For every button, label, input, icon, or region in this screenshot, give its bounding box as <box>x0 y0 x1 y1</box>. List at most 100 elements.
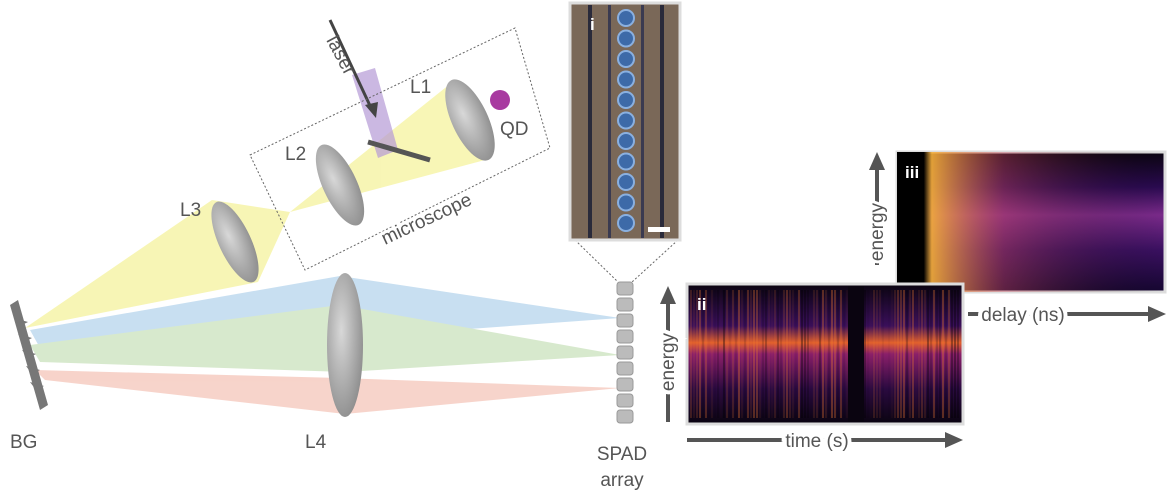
panel-i: i <box>570 3 680 240</box>
stripe <box>921 290 923 418</box>
stripe <box>837 290 839 418</box>
pixel <box>618 174 634 190</box>
stripe <box>786 290 788 418</box>
stripe <box>873 290 875 418</box>
stripe <box>924 290 926 418</box>
stripe <box>948 290 950 418</box>
axis-label: energy <box>658 332 679 391</box>
stripe <box>909 290 911 418</box>
stripe <box>957 290 959 418</box>
stripe <box>759 290 761 418</box>
stripe <box>843 290 845 418</box>
stripe <box>903 290 905 418</box>
stripe <box>756 290 758 418</box>
pixel <box>618 92 634 108</box>
stripe <box>927 290 929 418</box>
stripe <box>876 290 878 418</box>
label: SPAD <box>597 444 647 465</box>
spad-array <box>617 282 633 423</box>
stripe <box>720 290 722 418</box>
stripe <box>741 290 743 418</box>
label: array <box>600 470 644 491</box>
pixel <box>618 10 634 26</box>
stripe <box>939 290 941 418</box>
stripe <box>708 290 710 418</box>
stripe <box>801 290 803 418</box>
label: L4 <box>305 432 327 453</box>
stripe <box>936 290 938 418</box>
arrowhead <box>1148 306 1166 322</box>
pixel <box>618 154 634 170</box>
pixel <box>618 133 634 149</box>
stripe <box>768 290 770 418</box>
label: QD <box>500 119 529 140</box>
stripe <box>933 290 935 418</box>
stripe <box>945 290 947 418</box>
stripe <box>906 290 908 418</box>
stripe <box>822 290 824 418</box>
beams <box>25 80 620 414</box>
label: L3 <box>180 200 201 221</box>
panel-ii: ii energy time (s) <box>658 284 963 452</box>
stripe <box>834 290 836 418</box>
stripe <box>765 290 767 418</box>
stripe <box>915 290 917 418</box>
stripe <box>819 290 821 418</box>
stripe <box>729 290 731 418</box>
stripe <box>816 290 818 418</box>
pixel <box>618 195 634 211</box>
stripe <box>783 290 785 418</box>
stripe <box>930 290 932 418</box>
arrowhead <box>660 286 676 304</box>
stripe <box>753 290 755 418</box>
stripe <box>900 290 902 418</box>
lens <box>327 273 363 417</box>
stripe <box>825 290 827 418</box>
label: L1 <box>410 77 431 98</box>
stripe <box>732 290 734 418</box>
stripe <box>897 290 899 418</box>
stripe <box>795 290 797 418</box>
zoom-line <box>632 240 678 282</box>
diagram: i iii energy delay (ns) ii energy time (… <box>0 0 1169 494</box>
stripe <box>918 290 920 418</box>
stripe <box>891 290 893 418</box>
stripe <box>951 290 953 418</box>
stripe <box>744 290 746 418</box>
label: L2 <box>285 144 306 165</box>
stripe <box>867 290 869 418</box>
stripe <box>690 290 692 418</box>
stripe <box>864 290 866 418</box>
stripe <box>711 290 713 418</box>
axis-label: time (s) <box>785 431 848 452</box>
stripe <box>714 290 716 418</box>
panel-tag: i <box>590 15 595 34</box>
stripe <box>894 290 896 418</box>
stripe <box>846 290 848 418</box>
stripe <box>738 290 740 418</box>
stripe <box>777 290 779 418</box>
stripe <box>735 290 737 418</box>
stripe <box>789 290 791 418</box>
stripe <box>762 290 764 418</box>
stripe <box>888 290 890 418</box>
axis-label: energy <box>867 202 888 261</box>
pixel <box>618 113 634 129</box>
pixel <box>618 51 634 67</box>
stripe <box>828 290 830 418</box>
label: BG <box>10 432 37 453</box>
stripe <box>723 290 725 418</box>
axis-label: delay (ns) <box>981 305 1064 326</box>
stripe <box>831 290 833 418</box>
stripe <box>912 290 914 418</box>
pixel <box>618 215 634 231</box>
stripe <box>693 290 695 418</box>
zoom-line <box>575 240 618 282</box>
stripe <box>840 290 842 418</box>
stripe <box>780 290 782 418</box>
stripe <box>807 290 809 418</box>
stripe <box>954 290 956 418</box>
panel-tag: ii <box>697 295 706 314</box>
stripe <box>882 290 884 418</box>
pixel <box>618 72 634 88</box>
